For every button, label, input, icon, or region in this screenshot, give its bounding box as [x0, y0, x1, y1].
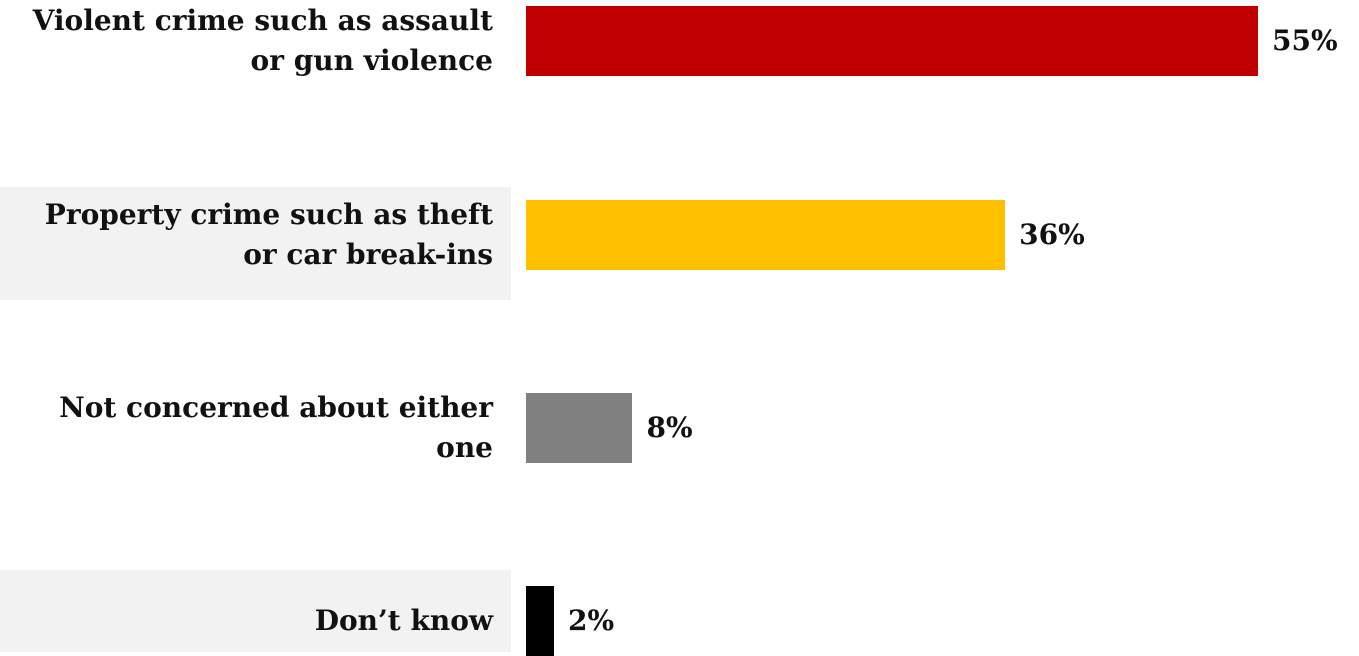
category-label: Don’t know — [314, 604, 493, 637]
row-band — [0, 570, 511, 652]
bar — [526, 393, 633, 463]
category-label: Property crime such as theft or car break… — [44, 198, 493, 271]
bar — [526, 586, 554, 656]
value-label: 55% — [1272, 24, 1338, 57]
value-label: 8% — [646, 411, 693, 444]
value-label: 2% — [568, 604, 615, 637]
bar — [526, 6, 1258, 76]
category-label: Not concerned about either one — [59, 391, 493, 464]
row-band — [0, 187, 511, 300]
value-label: 36% — [1019, 218, 1085, 251]
category-label: Violent crime such as assault or gun viol… — [32, 4, 493, 77]
bar — [526, 200, 1006, 270]
